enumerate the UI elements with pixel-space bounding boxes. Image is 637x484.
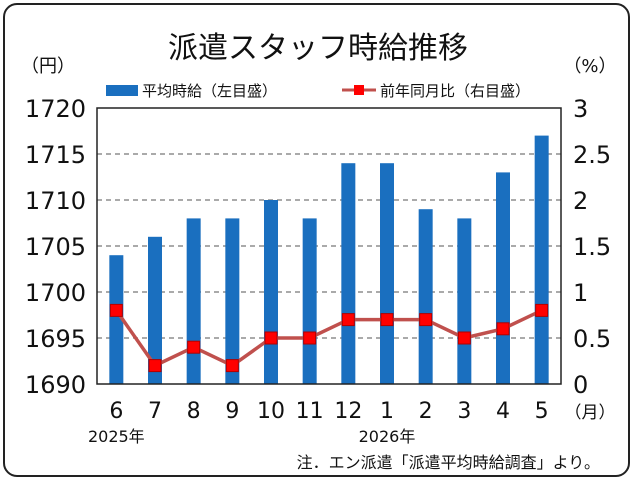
left-tick-label: 1715 xyxy=(25,141,86,169)
line-marker xyxy=(419,313,433,327)
bar xyxy=(302,218,317,384)
source-note: 注．エン派遣「派遣平均時給調査」より。 xyxy=(297,453,600,472)
month-label: 5 xyxy=(535,399,549,424)
line-series xyxy=(109,303,549,373)
year-label: 2025年 xyxy=(88,427,145,446)
legend-bar-label: 平均時給（左目盛） xyxy=(142,82,277,100)
bar xyxy=(380,163,394,384)
month-label: 11 xyxy=(296,399,324,424)
left-tick-label: 1720 xyxy=(25,95,86,123)
axes xyxy=(96,107,562,385)
bar xyxy=(341,163,356,384)
line-marker xyxy=(109,303,123,317)
right-tick-label: 3 xyxy=(573,95,588,123)
right-tick-label: 2.5 xyxy=(573,141,611,169)
month-label: 9 xyxy=(225,399,239,424)
right-axis-unit: （%） xyxy=(563,56,616,77)
legend-line-label: 前年同月比（右目盛） xyxy=(380,82,530,100)
left-tick-label: 1695 xyxy=(25,325,86,353)
bar xyxy=(534,135,549,384)
bar xyxy=(418,209,433,384)
month-label: 10 xyxy=(257,399,285,424)
x-axis-unit: （月） xyxy=(565,403,616,423)
line-marker xyxy=(225,359,239,373)
left-tick-label: 1710 xyxy=(25,187,86,215)
bar xyxy=(457,218,472,384)
chart-title: 派遣スタッフ時給推移 xyxy=(168,31,468,66)
month-label: 6 xyxy=(109,399,123,424)
line-marker xyxy=(535,303,549,317)
legend-bar-swatch xyxy=(106,85,138,96)
line-marker xyxy=(341,313,355,327)
year-label: 2026年 xyxy=(359,427,416,446)
legend-line-marker xyxy=(354,85,364,95)
bar xyxy=(109,255,124,384)
right-tick-label: 2 xyxy=(573,187,588,215)
bar xyxy=(496,172,510,384)
right-tick-label: 0.5 xyxy=(573,325,611,353)
month-label: 7 xyxy=(148,399,162,424)
right-axis-ticks: 0 0.5 1 1.5 2 2.5 3 xyxy=(573,95,611,399)
plot-area-border xyxy=(96,107,562,385)
line-marker xyxy=(264,331,278,345)
month-label: 1 xyxy=(380,399,394,424)
bar xyxy=(264,200,278,384)
right-tick-label: 0 xyxy=(573,371,588,399)
bar-series xyxy=(109,135,549,384)
month-label: 12 xyxy=(334,399,362,424)
bar xyxy=(225,218,240,384)
bar xyxy=(148,236,162,384)
left-axis-unit: （円） xyxy=(21,56,75,77)
right-tick-label: 1.5 xyxy=(573,233,611,261)
chart-legend: 平均時給（左目盛） 前年同月比（右目盛） xyxy=(106,82,530,100)
month-label: 2 xyxy=(419,399,433,424)
month-label: 8 xyxy=(187,399,201,424)
month-label: 3 xyxy=(457,399,471,424)
left-tick-label: 1705 xyxy=(25,233,86,261)
line-marker xyxy=(457,331,471,345)
left-axis-ticks: 1690 1695 1700 1705 1710 1715 1720 xyxy=(25,95,86,399)
grid-lines xyxy=(97,153,561,339)
line-marker xyxy=(496,322,510,336)
line-marker xyxy=(187,340,201,354)
bar xyxy=(186,218,201,384)
line-marker xyxy=(380,313,394,327)
month-label: 4 xyxy=(496,399,510,424)
left-tick-label: 1700 xyxy=(25,279,86,307)
chart-frame xyxy=(3,3,630,477)
right-tick-label: 1 xyxy=(573,279,588,307)
line-marker xyxy=(148,359,162,373)
left-tick-label: 1690 xyxy=(25,371,86,399)
line-marker xyxy=(303,331,317,345)
